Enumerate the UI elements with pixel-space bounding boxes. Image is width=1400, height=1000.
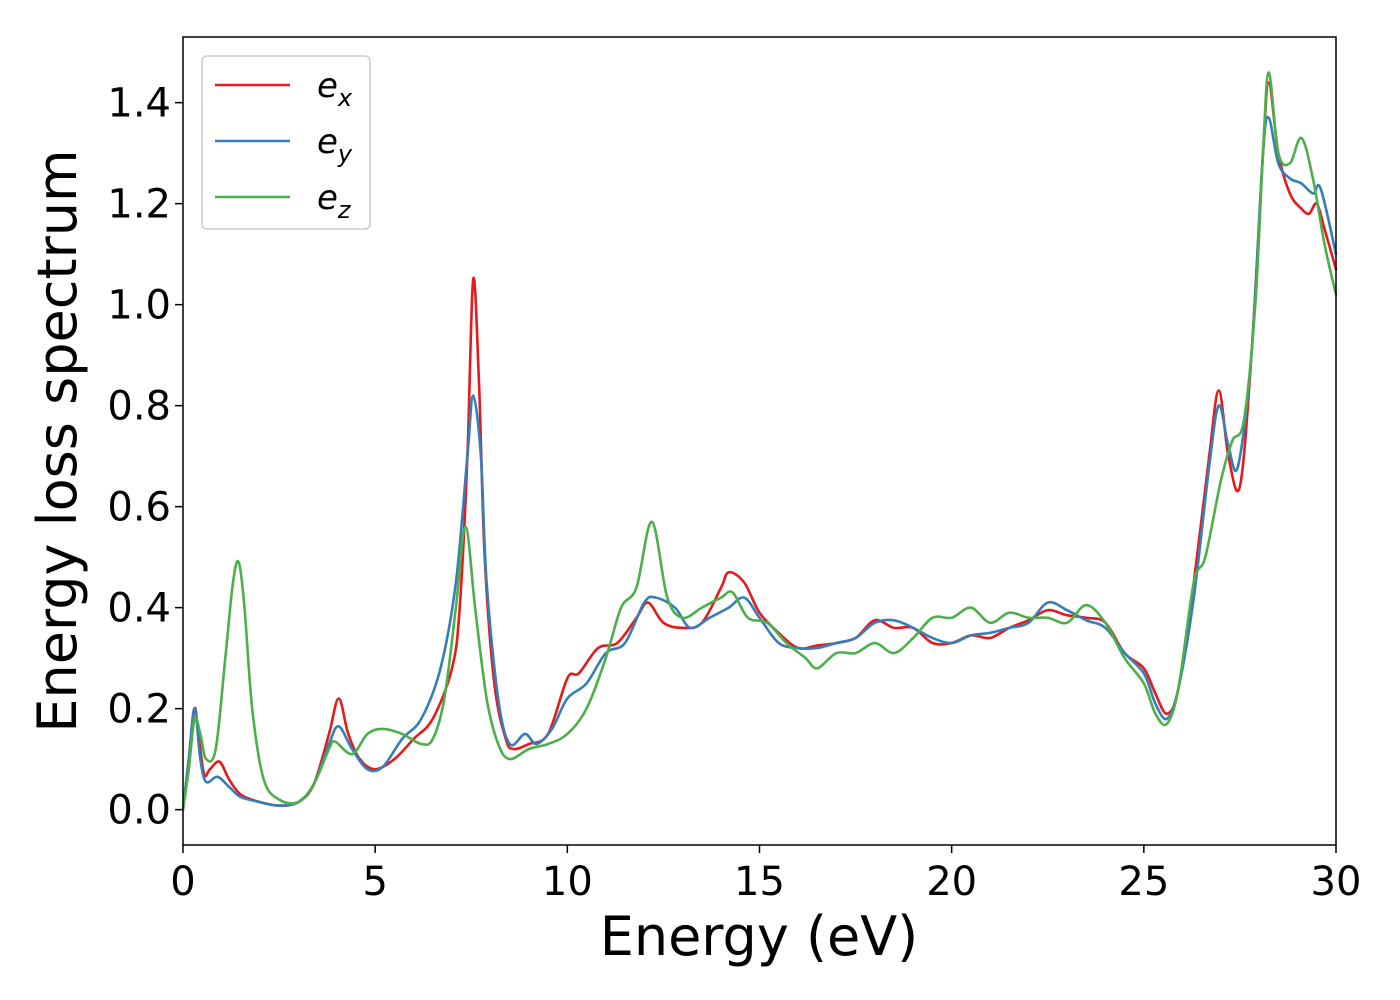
x-axis-ticks: 0 5 10 15 20 25 30: [170, 845, 1361, 905]
series-line-ez: [181, 71, 1338, 811]
legend-label: ez: [317, 178, 352, 224]
x-tick-label: 10: [542, 859, 593, 905]
legend: ex ey ez: [201, 55, 371, 230]
legend-label: ey: [317, 122, 353, 168]
y-tick-label: 0.6: [107, 485, 171, 531]
plot-frame: [182, 36, 1337, 846]
x-axis-label: Energy (eV): [600, 905, 919, 968]
y-tick-label: 0.2: [107, 687, 171, 733]
x-tick-label: 5: [362, 859, 387, 905]
series-line-ey: [181, 115, 1338, 811]
y-tick-label: 1.2: [107, 182, 171, 228]
y-axis-label: Energy loss spectrum: [26, 149, 89, 732]
y-tick-label: 0.0: [107, 788, 171, 834]
x-tick-label: 20: [926, 859, 977, 905]
series-lines: [181, 71, 1338, 811]
x-tick-label: 30: [1311, 859, 1362, 905]
legend-box: [201, 55, 371, 230]
x-tick-label: 25: [1118, 859, 1169, 905]
plot-area: [183, 37, 1336, 845]
y-tick-label: 1.0: [107, 283, 171, 329]
x-tick-label: 0: [170, 859, 195, 905]
x-tick-label: 15: [734, 859, 785, 905]
y-tick-label: 0.4: [107, 586, 171, 632]
y-axis-ticks: 0.0 0.2 0.4 0.6 0.8 1.0 1.2 1.4: [107, 81, 183, 834]
legend-label: ex: [317, 66, 353, 112]
y-tick-label: 1.4: [107, 81, 171, 127]
y-tick-label: 0.8: [107, 384, 171, 430]
